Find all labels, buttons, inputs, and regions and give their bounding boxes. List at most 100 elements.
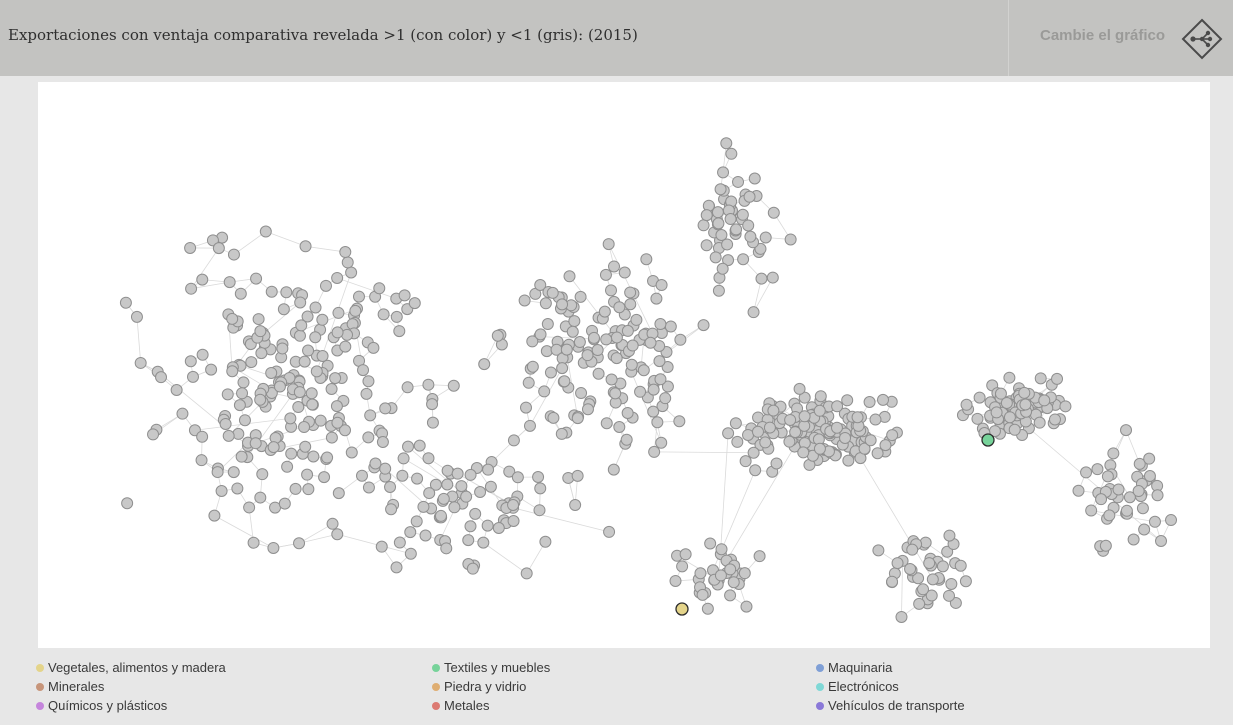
- product-node[interactable]: [318, 471, 331, 484]
- product-node[interactable]: [491, 329, 504, 342]
- product-node[interactable]: [285, 447, 298, 460]
- product-node[interactable]: [339, 424, 352, 437]
- product-node[interactable]: [298, 355, 311, 368]
- product-node[interactable]: [397, 452, 410, 465]
- product-node[interactable]: [679, 548, 692, 561]
- product-node[interactable]: [437, 492, 450, 505]
- product-node[interactable]: [747, 446, 760, 459]
- product-node[interactable]: [362, 481, 375, 494]
- product-node[interactable]: [566, 325, 579, 338]
- product-node[interactable]: [293, 537, 306, 550]
- product-node[interactable]: [546, 286, 559, 299]
- product-node[interactable]: [507, 514, 520, 527]
- product-node[interactable]: [605, 284, 618, 297]
- product-node[interactable]: [357, 364, 370, 377]
- product-node[interactable]: [481, 519, 494, 532]
- product-node[interactable]: [1003, 371, 1016, 384]
- product-node[interactable]: [426, 416, 439, 429]
- product-node[interactable]: [1133, 457, 1146, 470]
- product-node[interactable]: [739, 455, 752, 468]
- product-node[interactable]: [620, 433, 633, 446]
- product-node[interactable]: [393, 536, 406, 549]
- product-node[interactable]: [783, 435, 796, 448]
- product-node[interactable]: [299, 440, 312, 453]
- product-node[interactable]: [267, 441, 280, 454]
- product-node[interactable]: [714, 183, 727, 196]
- product-node[interactable]: [655, 279, 668, 292]
- highlighted-product-node[interactable]: [675, 602, 689, 616]
- product-node[interactable]: [299, 240, 312, 253]
- product-node[interactable]: [886, 429, 899, 442]
- product-node[interactable]: [477, 536, 490, 549]
- product-node[interactable]: [569, 499, 582, 512]
- product-node[interactable]: [1051, 372, 1064, 385]
- product-node[interactable]: [650, 292, 663, 305]
- product-node[interactable]: [744, 230, 757, 243]
- product-node[interactable]: [906, 543, 919, 556]
- product-node[interactable]: [254, 393, 267, 406]
- product-node[interactable]: [441, 478, 454, 491]
- product-node[interactable]: [1019, 398, 1032, 411]
- product-node[interactable]: [1148, 515, 1161, 528]
- product-node[interactable]: [704, 537, 717, 550]
- product-node[interactable]: [298, 421, 311, 434]
- product-node[interactable]: [724, 589, 737, 602]
- product-node[interactable]: [484, 480, 497, 493]
- product-node[interactable]: [879, 439, 892, 452]
- product-node[interactable]: [469, 507, 482, 520]
- product-node[interactable]: [331, 271, 344, 284]
- product-node[interactable]: [766, 271, 779, 284]
- product-node[interactable]: [254, 325, 267, 338]
- product-node[interactable]: [331, 416, 344, 429]
- product-node[interactable]: [945, 577, 958, 590]
- product-node[interactable]: [864, 434, 877, 447]
- product-node[interactable]: [534, 328, 547, 341]
- product-node[interactable]: [544, 366, 557, 379]
- product-node[interactable]: [390, 561, 403, 574]
- product-node[interactable]: [1034, 372, 1047, 385]
- product-node[interactable]: [1138, 523, 1151, 536]
- product-node[interactable]: [797, 446, 810, 459]
- product-node[interactable]: [724, 213, 737, 226]
- product-node[interactable]: [221, 388, 234, 401]
- product-node[interactable]: [345, 266, 358, 279]
- product-node[interactable]: [212, 242, 225, 255]
- product-node[interactable]: [973, 391, 986, 404]
- product-node[interactable]: [607, 463, 620, 476]
- product-node[interactable]: [349, 304, 362, 317]
- product-node[interactable]: [236, 387, 249, 400]
- product-node[interactable]: [302, 344, 315, 357]
- product-node[interactable]: [339, 246, 352, 259]
- product-node[interactable]: [608, 260, 621, 273]
- product-node[interactable]: [661, 361, 674, 374]
- product-node[interactable]: [630, 313, 643, 326]
- product-node[interactable]: [749, 464, 762, 477]
- product-node[interactable]: [534, 482, 547, 495]
- product-node[interactable]: [943, 529, 956, 542]
- product-node[interactable]: [448, 501, 461, 514]
- product-node[interactable]: [401, 381, 414, 394]
- product-node[interactable]: [482, 463, 495, 476]
- product-node[interactable]: [330, 400, 343, 413]
- product-node[interactable]: [503, 465, 516, 478]
- product-node[interactable]: [747, 306, 760, 319]
- product-node[interactable]: [404, 526, 417, 539]
- product-node[interactable]: [518, 294, 531, 307]
- product-node[interactable]: [598, 305, 611, 318]
- product-node[interactable]: [742, 428, 755, 441]
- product-node[interactable]: [613, 420, 626, 433]
- product-node[interactable]: [654, 373, 667, 386]
- product-node[interactable]: [404, 547, 417, 560]
- product-node[interactable]: [886, 575, 899, 588]
- product-node[interactable]: [121, 497, 134, 510]
- product-node[interactable]: [422, 378, 435, 391]
- product-node[interactable]: [255, 347, 268, 360]
- product-node[interactable]: [949, 596, 962, 609]
- product-node[interactable]: [904, 562, 917, 575]
- product-node[interactable]: [294, 296, 307, 309]
- product-node[interactable]: [130, 310, 143, 323]
- product-node[interactable]: [305, 387, 318, 400]
- product-node[interactable]: [653, 355, 666, 368]
- product-node[interactable]: [252, 313, 265, 326]
- product-node[interactable]: [738, 567, 751, 580]
